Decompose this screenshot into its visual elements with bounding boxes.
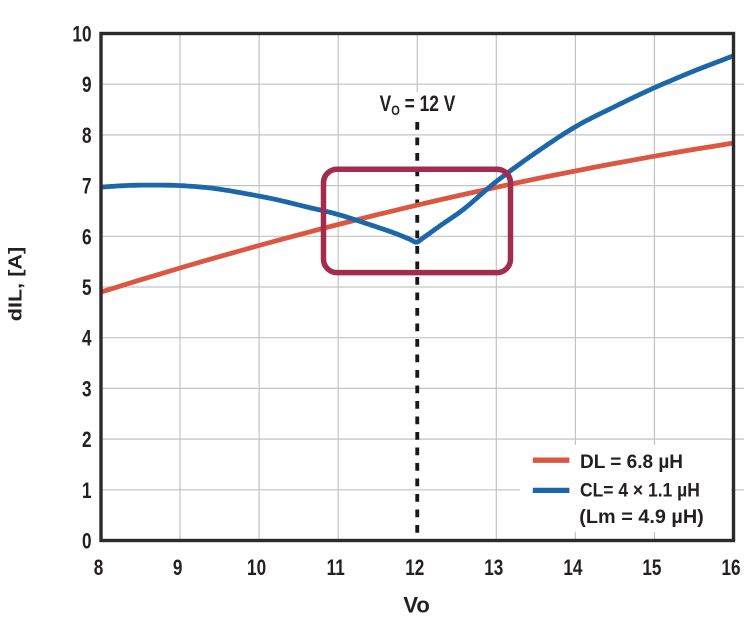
svg-text:10: 10 — [247, 556, 266, 581]
svg-text:dIL, [A]: dIL, [A] — [6, 247, 26, 322]
svg-text:15: 15 — [642, 556, 661, 581]
svg-text:8: 8 — [82, 124, 92, 149]
svg-text:6: 6 — [82, 225, 92, 250]
svg-text:11: 11 — [327, 556, 345, 581]
svg-text:9: 9 — [173, 556, 183, 581]
svg-text:14: 14 — [563, 556, 582, 581]
svg-text:3: 3 — [82, 377, 92, 402]
svg-text:4: 4 — [82, 327, 92, 352]
svg-text:8: 8 — [94, 556, 104, 581]
svg-text:VO = 12 V: VO = 12 V — [380, 92, 456, 118]
svg-text:16: 16 — [721, 556, 740, 581]
svg-text:7: 7 — [82, 175, 92, 200]
svg-text:DL = 6.8 µH: DL = 6.8 µH — [580, 452, 683, 473]
svg-text:13: 13 — [484, 556, 503, 581]
svg-text:5: 5 — [82, 276, 92, 301]
svg-text:2: 2 — [82, 428, 92, 453]
svg-text:10: 10 — [72, 23, 91, 48]
svg-text:Vo: Vo — [403, 593, 429, 618]
svg-text:1: 1 — [82, 479, 92, 504]
svg-text:(Lm = 4.9 µH): (Lm = 4.9 µH) — [579, 506, 703, 528]
svg-text:0: 0 — [82, 530, 92, 555]
svg-text:12: 12 — [405, 556, 424, 581]
svg-text:CL= 4 × 1.1 µH: CL= 4 × 1.1 µH — [580, 479, 700, 501]
svg-text:9: 9 — [82, 73, 92, 98]
